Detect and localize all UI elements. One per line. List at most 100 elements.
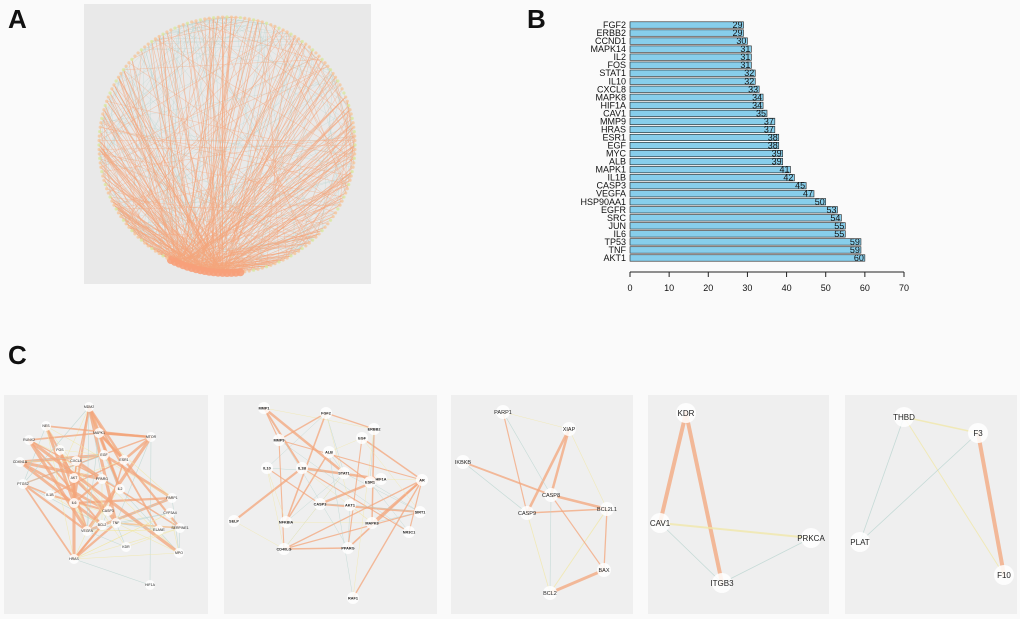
node-runx2 bbox=[24, 435, 34, 445]
node bbox=[133, 232, 137, 236]
node bbox=[336, 207, 340, 211]
category-label: CASP3 bbox=[596, 181, 626, 191]
node-mapk8 bbox=[366, 517, 378, 529]
node-label: F3 bbox=[973, 429, 983, 438]
edge bbox=[128, 62, 164, 256]
edges bbox=[232, 406, 424, 599]
node-label: ERBB2 bbox=[368, 427, 381, 431]
edge bbox=[123, 38, 299, 221]
node bbox=[153, 37, 158, 41]
node bbox=[190, 20, 194, 24]
node-label: SELP bbox=[229, 519, 239, 523]
node bbox=[220, 15, 225, 19]
node bbox=[293, 34, 297, 39]
node bbox=[338, 203, 342, 207]
edge bbox=[349, 504, 421, 513]
node bbox=[165, 30, 169, 34]
category-label: MMP9 bbox=[600, 116, 626, 126]
node-label: FOS bbox=[56, 448, 64, 452]
cluster-network-1: MDM2 NES MAPK1 MTOR RUNX2 CDKN1A EGF ESR1 FOS CXC… bbox=[4, 395, 208, 614]
node-parp1 bbox=[496, 405, 510, 419]
node bbox=[273, 262, 277, 266]
node bbox=[264, 265, 269, 269]
node bbox=[352, 130, 356, 134]
edge bbox=[200, 62, 326, 271]
node bbox=[153, 249, 158, 253]
edge bbox=[18, 460, 104, 527]
nodes: MDM2 NES MAPK1 MTOR RUNX2 CDKN1A EGF ESR1 FOS CXC… bbox=[13, 402, 189, 590]
value-label: 55 bbox=[834, 229, 844, 239]
bar-vegfa bbox=[629, 190, 815, 198]
node bbox=[344, 191, 348, 195]
value-label: 54 bbox=[830, 213, 840, 223]
circular-network-graph bbox=[97, 15, 357, 277]
value-label: 41 bbox=[779, 165, 789, 175]
value-label: 30 bbox=[736, 36, 746, 46]
node-label: PTGS2 bbox=[17, 482, 29, 486]
node bbox=[112, 83, 116, 87]
edge bbox=[526, 512, 551, 594]
edge bbox=[191, 158, 355, 269]
node bbox=[320, 57, 324, 61]
edge bbox=[659, 522, 812, 539]
node-nr3c1 bbox=[403, 526, 415, 538]
node-label: IL10 bbox=[263, 466, 271, 470]
edge bbox=[301, 467, 410, 533]
nodes: PARP1 XIAP IKBKB CASP8 CASP9 BCL2L1 BAX BCL2 bbox=[455, 405, 617, 600]
node-akt1 bbox=[344, 499, 356, 511]
node bbox=[317, 54, 321, 58]
value-label: 42 bbox=[783, 173, 793, 183]
edge bbox=[204, 18, 214, 273]
node bbox=[97, 143, 101, 147]
edge bbox=[108, 29, 284, 194]
node bbox=[243, 16, 247, 20]
node bbox=[350, 170, 354, 174]
edge bbox=[345, 101, 348, 193]
x-tick-label: 50 bbox=[821, 283, 831, 293]
node bbox=[121, 68, 126, 72]
edge bbox=[131, 59, 172, 261]
node bbox=[285, 256, 289, 260]
edge bbox=[88, 406, 160, 531]
node bbox=[110, 87, 114, 91]
value-label: 32 bbox=[744, 76, 754, 86]
node bbox=[173, 26, 177, 30]
bar-stat1 bbox=[629, 69, 756, 77]
edge bbox=[240, 69, 331, 273]
edge bbox=[283, 479, 423, 550]
node-label: AR bbox=[419, 478, 425, 482]
edges bbox=[658, 411, 812, 585]
bar-src bbox=[629, 214, 842, 222]
edge bbox=[100, 65, 328, 168]
cluster-network-4: KDR CAV1 PRKCA ITGB3 bbox=[648, 395, 829, 614]
node bbox=[260, 20, 264, 24]
edge bbox=[155, 38, 355, 159]
node-label: PARP1 bbox=[494, 410, 512, 416]
edge bbox=[170, 149, 356, 261]
node bbox=[143, 45, 147, 49]
edge bbox=[100, 17, 214, 123]
bar-hras bbox=[629, 125, 776, 133]
node bbox=[97, 134, 101, 138]
node bbox=[326, 222, 330, 226]
edge bbox=[158, 36, 176, 262]
node-label: AKT1 bbox=[345, 503, 355, 507]
edge bbox=[100, 122, 336, 214]
node bbox=[136, 235, 140, 239]
edge bbox=[285, 451, 330, 523]
bar-egfr bbox=[629, 206, 838, 214]
edge bbox=[100, 126, 352, 177]
node bbox=[98, 161, 102, 165]
node-label: CD40LG bbox=[277, 547, 292, 551]
edge bbox=[208, 73, 334, 272]
node bbox=[238, 16, 242, 20]
edge bbox=[371, 511, 421, 524]
node-label: KDR bbox=[678, 409, 695, 418]
edge bbox=[502, 411, 528, 514]
node bbox=[314, 51, 318, 55]
node bbox=[105, 187, 109, 191]
edge bbox=[105, 105, 299, 252]
node-label: THBD bbox=[893, 413, 915, 422]
edge bbox=[526, 508, 608, 514]
node bbox=[328, 68, 333, 72]
